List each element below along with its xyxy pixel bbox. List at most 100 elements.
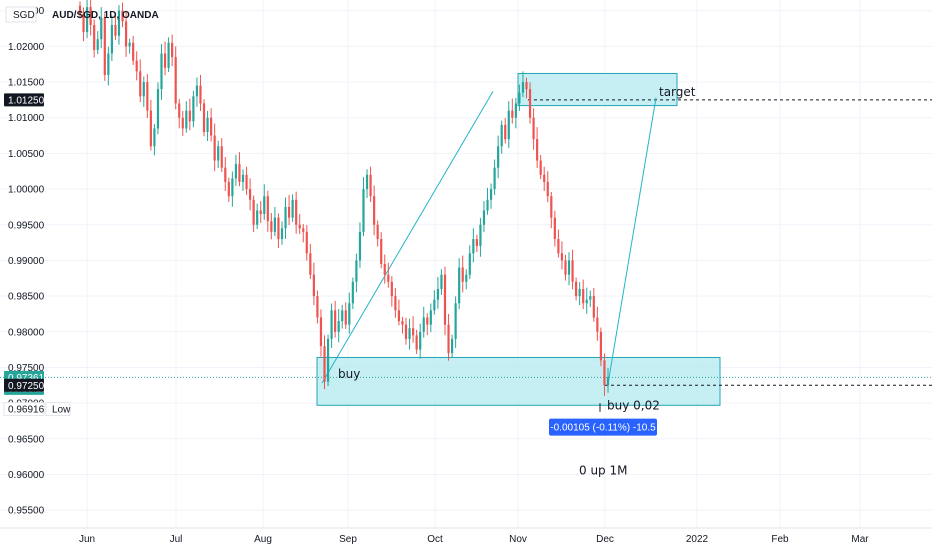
candle-body bbox=[550, 196, 553, 218]
size-label[interactable]: 0 up 1M bbox=[579, 464, 627, 478]
candle bbox=[589, 290, 592, 308]
candle bbox=[319, 309, 323, 357]
symbol-label[interactable]: AUD/SGD, 1D, OANDA bbox=[52, 10, 159, 21]
candle bbox=[443, 266, 447, 336]
candle-body bbox=[316, 296, 319, 318]
candle bbox=[408, 318, 411, 350]
measure-badge-text: -0.00105 (-0.11%) -10.5 bbox=[550, 423, 656, 434]
price-badge[interactable]: 0.97250 bbox=[4, 378, 45, 392]
candle-body bbox=[362, 189, 365, 232]
candle bbox=[422, 306, 425, 338]
time-tick-label: Jun bbox=[79, 534, 95, 545]
price-tick-label: 0.95500 bbox=[8, 506, 45, 517]
price-axis[interactable]: 1.025001.020001.015001.010001.005001.000… bbox=[3, 6, 71, 517]
candle bbox=[468, 245, 471, 279]
trendline-up[interactable] bbox=[321, 91, 494, 384]
candle-body bbox=[408, 328, 411, 339]
candle-body bbox=[415, 335, 418, 350]
candle-body bbox=[564, 260, 567, 275]
time-tick-label: Nov bbox=[509, 534, 527, 545]
measure-badge[interactable] bbox=[549, 418, 657, 436]
candle-body bbox=[149, 110, 152, 147]
candle bbox=[298, 214, 301, 235]
candle bbox=[511, 98, 514, 124]
candle bbox=[553, 210, 556, 247]
candle bbox=[156, 82, 160, 135]
trendline-target[interactable] bbox=[607, 97, 657, 384]
candle bbox=[344, 302, 347, 329]
target-label[interactable]: target bbox=[659, 85, 696, 99]
candle-body bbox=[178, 103, 181, 118]
candle bbox=[266, 190, 269, 232]
price-tick-label: 0.99000 bbox=[8, 256, 45, 267]
candle-body bbox=[419, 331, 422, 350]
candle bbox=[256, 203, 259, 230]
candle bbox=[337, 309, 340, 343]
candle bbox=[599, 327, 603, 367]
candle-body bbox=[280, 228, 284, 240]
candle-body bbox=[383, 264, 386, 275]
candle-body bbox=[546, 181, 549, 197]
candle bbox=[153, 124, 156, 156]
candle bbox=[465, 269, 468, 290]
candle bbox=[341, 304, 344, 329]
candle bbox=[234, 154, 238, 186]
price-tick-label: 1.02000 bbox=[8, 42, 45, 53]
candle-body bbox=[139, 71, 142, 97]
zones-layer bbox=[316, 72, 721, 406]
price-badge-bg bbox=[4, 93, 44, 107]
candle bbox=[277, 213, 280, 249]
candle-body bbox=[295, 199, 298, 225]
candle bbox=[103, 13, 106, 81]
candle bbox=[546, 171, 549, 203]
candle bbox=[241, 169, 245, 191]
candle-body bbox=[195, 85, 199, 97]
time-axis[interactable]: Jun Jul Aug Sep Oct Nov Dec 2022 Feb Mar bbox=[0, 527, 932, 545]
candle-body bbox=[511, 110, 514, 118]
candle-body bbox=[181, 117, 184, 129]
candle bbox=[309, 243, 312, 279]
price-badge[interactable]: 0.96916 Low bbox=[3, 402, 71, 417]
candle bbox=[78, 1, 82, 19]
candle-body bbox=[174, 57, 177, 104]
candle bbox=[543, 166, 546, 191]
candle-body bbox=[96, 39, 99, 50]
candle-body bbox=[465, 274, 468, 282]
candle bbox=[475, 234, 478, 253]
candle bbox=[394, 287, 397, 318]
candle bbox=[525, 77, 528, 99]
time-tick-label: Dec bbox=[596, 534, 614, 545]
candle bbox=[334, 300, 337, 338]
candle-body bbox=[532, 117, 535, 140]
candle bbox=[433, 290, 436, 315]
candle bbox=[397, 299, 401, 326]
candle-body bbox=[266, 196, 269, 222]
candle-body bbox=[103, 17, 106, 75]
candle-body bbox=[117, 10, 121, 36]
candle bbox=[447, 313, 450, 361]
price-tick-label: 0.99500 bbox=[8, 220, 45, 231]
buy-label[interactable]: buy bbox=[338, 367, 360, 381]
candle-body bbox=[500, 124, 503, 147]
candle bbox=[100, 7, 103, 49]
candle bbox=[500, 120, 503, 154]
candle-body bbox=[571, 260, 574, 282]
candle-body bbox=[248, 189, 252, 200]
candle bbox=[252, 195, 255, 233]
target-zone[interactable] bbox=[517, 72, 678, 107]
candle bbox=[373, 185, 376, 236]
buy-zone[interactable] bbox=[316, 356, 721, 406]
buy-amount-label[interactable]: buy 0,02 bbox=[607, 399, 660, 413]
candle bbox=[163, 41, 167, 76]
price-badge[interactable]: 1.01250 bbox=[4, 93, 45, 107]
candle bbox=[380, 232, 383, 269]
price-badge-value: 0.97250 bbox=[8, 381, 45, 392]
candle bbox=[206, 110, 209, 141]
candle bbox=[227, 177, 230, 203]
candle bbox=[362, 177, 365, 237]
candle-body bbox=[256, 210, 259, 225]
candle bbox=[486, 187, 489, 215]
candle-body bbox=[330, 310, 333, 339]
price-tick-label: 0.98000 bbox=[8, 327, 45, 338]
